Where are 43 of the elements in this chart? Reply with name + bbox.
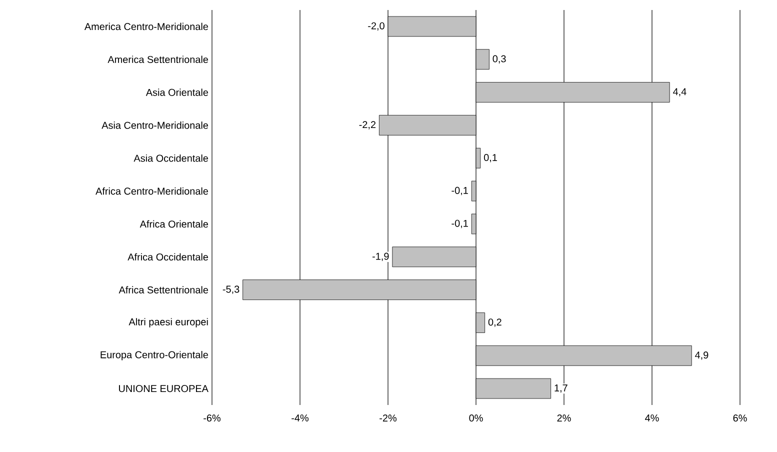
bar [242,280,476,300]
data-label: 0,2 [488,318,502,327]
y-tick-label: Africa Settentrionale [118,286,208,294]
data-label: -2,2 [359,121,376,130]
y-tick-label: Asia Orientale [146,88,208,96]
y-tick-label: Africa Occidentale [128,253,208,261]
y-tick-label: America Centro-Meridionale [84,22,208,30]
y-tick-label: Asia Occidentale [134,154,208,162]
bar [476,312,486,333]
data-label: -0,1 [452,186,468,196]
x-tick-label: 4% [645,414,659,422]
data-label: 1,7 [554,384,568,393]
data-label: -5,3 [222,286,240,294]
data-label: -0,1 [452,220,468,228]
bar [392,246,476,268]
bar [476,378,552,399]
x-tick-label: 0% [469,414,483,422]
x-tick-label: -6% [204,414,221,422]
data-label: -2,0 [368,22,384,31]
y-tick-label: Altri paesi europei [128,318,208,328]
x-tick-label: 6% [733,414,747,422]
x-tick-label: -2% [380,414,397,422]
bar [379,115,476,136]
x-tick-label: -4% [292,414,309,422]
bar [476,148,481,168]
bar [388,16,476,37]
data-label: 0,1 [484,154,497,162]
bar [471,180,476,202]
y-tick-label: America Settentrionale [108,56,208,64]
data-label: -1,9 [372,252,389,261]
data-label: 4,9 [695,352,708,360]
bar [476,82,670,102]
y-tick-label: Africa Centro-Meridionale [96,187,208,195]
x-tick-label: 2% [557,414,571,422]
bar [471,214,476,234]
y-tick-label: Europa Centro-Orientale [100,350,208,360]
data-label: 0,3 [492,55,506,64]
data-label: 4,4 [673,88,686,96]
bar [476,345,692,366]
y-tick-label: Africa Orientale [140,220,208,228]
y-tick-label: UNIONE EUROPEA [119,385,208,392]
bar [476,49,490,70]
y-tick-label: Asia Centro-Meridionale [102,122,208,129]
